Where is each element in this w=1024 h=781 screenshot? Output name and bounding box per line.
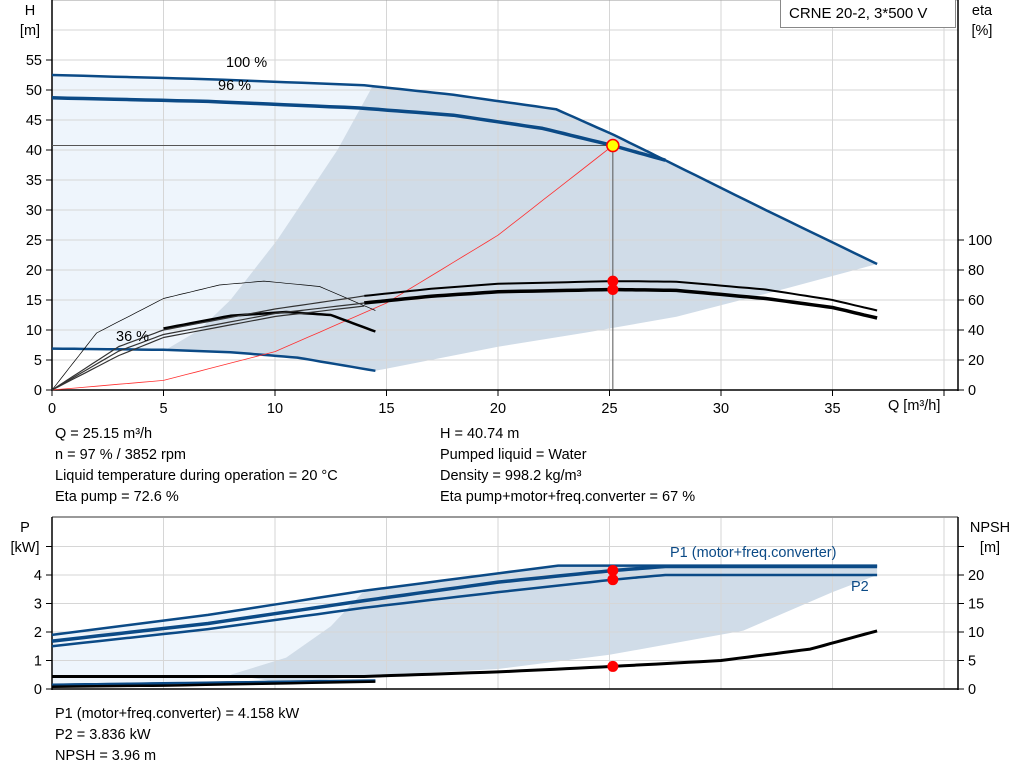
x-axis-label: Q [m³/h]	[888, 398, 941, 414]
x-tick-label: 20	[490, 401, 506, 417]
y-tick-label: 2	[34, 625, 42, 641]
eta-pump-point	[607, 275, 619, 287]
y-tick-label: 40	[26, 143, 42, 159]
y2-axis-label: NPSH	[970, 520, 1010, 536]
y-tick-label: 35	[26, 173, 42, 189]
y-tick-label: 5	[34, 353, 42, 369]
y-tick-label: 20	[26, 263, 42, 279]
x-tick-label: 30	[713, 401, 729, 417]
y2-tick-label: 0	[968, 383, 976, 399]
series-line-3	[51, 679, 377, 686]
x-tick-label: 5	[159, 401, 167, 417]
series-line-4	[51, 680, 377, 688]
y-tick-label: 15	[26, 293, 42, 309]
info-bottom: P1 (motor+freq.converter) = 4.158 kW P2 …	[55, 704, 299, 767]
series-line-2	[51, 573, 878, 648]
info-flow: Q = 25.15 m³/h	[55, 426, 153, 442]
y2-axis-label: [%]	[972, 23, 993, 39]
y-tick-label: 25	[26, 233, 42, 249]
power-area-light	[52, 590, 365, 688]
curve-label-96: 96 %	[218, 78, 252, 94]
x-tick-label: 15	[378, 401, 394, 417]
x-tick-label: 0	[48, 401, 56, 417]
info-head: H = 40.74 m	[440, 426, 520, 442]
y-tick-label: 45	[26, 113, 42, 129]
series-line-5	[364, 287, 878, 320]
y2-axis-label: eta	[972, 3, 993, 19]
series-line-1	[51, 564, 878, 643]
y-tick-label: 4	[34, 568, 42, 584]
duty-point	[606, 138, 620, 153]
info-left: Q = 25.15 m³/h n = 97 % / 3852 rpm Liqui…	[55, 424, 338, 508]
npsh-point	[607, 660, 619, 672]
info-density: Density = 998.2 kg/m³	[440, 468, 582, 484]
allowed-area-light	[52, 75, 374, 350]
y2-tick-label: 60	[968, 293, 984, 309]
series-line-8	[51, 295, 365, 391]
y-tick-label: 1	[34, 654, 42, 670]
y-tick-label: 30	[26, 203, 42, 219]
info-p1: P1 (motor+freq.converter) = 4.158 kW	[55, 706, 300, 722]
info-eta-pump: Eta pump = 72.6 %	[55, 489, 179, 505]
y2-tick-label: 20	[968, 353, 984, 369]
series-line-3	[51, 145, 614, 391]
info-eta-total: Eta pump+motor+freq.converter = 67 %	[440, 489, 696, 505]
y-tick-label: 0	[34, 383, 42, 399]
y2-tick-label: 10	[968, 625, 984, 641]
curve-label-36: 36 %	[116, 329, 150, 345]
y-tick-label: 0	[34, 682, 42, 698]
curve-label-100: 100 %	[226, 55, 268, 71]
chart-title: CRNE 20-2, 3*500 V	[780, 0, 956, 28]
y-axis-label: H	[25, 3, 35, 19]
y-axis-label: P	[20, 520, 30, 536]
x-tick-label: 25	[601, 401, 617, 417]
y-tick-label: 50	[26, 83, 42, 99]
info-speed: n = 97 % / 3852 rpm	[55, 447, 186, 463]
y2-axis-label: [m]	[980, 540, 1000, 556]
p1-label: P1 (motor+freq.converter)	[670, 545, 837, 561]
y-tick-label: 3	[34, 597, 42, 613]
info-npsh: NPSH = 3.96 m	[55, 748, 157, 764]
series-line-4	[364, 280, 878, 312]
series-line-6	[51, 280, 376, 391]
y2-tick-label: 40	[968, 323, 984, 339]
y2-tick-label: 20	[968, 568, 984, 584]
info-liquid: Pumped liquid = Water	[440, 447, 587, 463]
series-line-2	[51, 347, 376, 373]
y2-tick-label: 80	[968, 263, 984, 279]
x-tick-label: 35	[824, 401, 840, 417]
y2-tick-label: 5	[968, 654, 976, 670]
info-right: H = 40.74 m Pumped liquid = Water Densit…	[440, 424, 695, 508]
y2-tick-label: 0	[968, 682, 976, 698]
y-axis-label: [m]	[20, 23, 40, 39]
info-temperature: Liquid temperature during operation = 20…	[55, 468, 338, 484]
series-line-10	[51, 305, 365, 391]
y-tick-label: 10	[26, 323, 42, 339]
x-tick-label: 10	[267, 401, 283, 417]
p2-label: P2	[851, 579, 869, 595]
series-line-9	[51, 302, 365, 391]
y-axis-label: [kW]	[11, 540, 40, 556]
p1-point	[607, 564, 619, 576]
eta-total-point	[607, 284, 619, 295]
y2-tick-label: 15	[968, 597, 984, 613]
y-tick-label: 55	[26, 53, 42, 69]
series-line-0	[51, 73, 878, 266]
y2-tick-label: 100	[968, 233, 992, 249]
info-p2: P2 = 3.836 kW	[55, 727, 151, 743]
p2-point	[607, 574, 619, 586]
